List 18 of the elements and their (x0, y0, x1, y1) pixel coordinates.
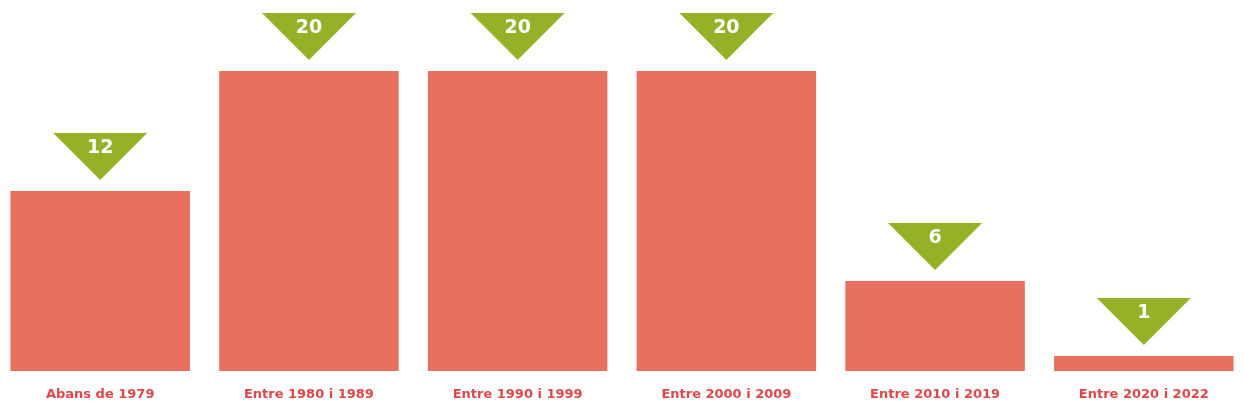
data-label: 20 (713, 15, 740, 37)
data-label: 6 (928, 225, 942, 247)
data-label: 20 (504, 15, 531, 37)
data-label: 12 (86, 135, 114, 157)
bar (845, 281, 1025, 371)
x-tick-label: Entre 2000 i 2009 (661, 386, 792, 402)
x-tick-label: Entre 2020 i 2022 (1078, 386, 1209, 402)
bar (219, 71, 399, 371)
bar (636, 71, 817, 371)
x-tick-label: Entre 1980 i 1989 (243, 386, 374, 402)
bar (1054, 356, 1234, 371)
bar (427, 71, 608, 371)
x-tick-label: Abans de 1979 (45, 386, 155, 402)
x-tick-label: Entre 1990 i 1999 (452, 386, 583, 402)
data-label: 1 (1137, 300, 1151, 322)
x-tick-label: Entre 2010 i 2019 (870, 386, 1001, 402)
data-label: 20 (295, 15, 323, 37)
bar (10, 191, 190, 371)
